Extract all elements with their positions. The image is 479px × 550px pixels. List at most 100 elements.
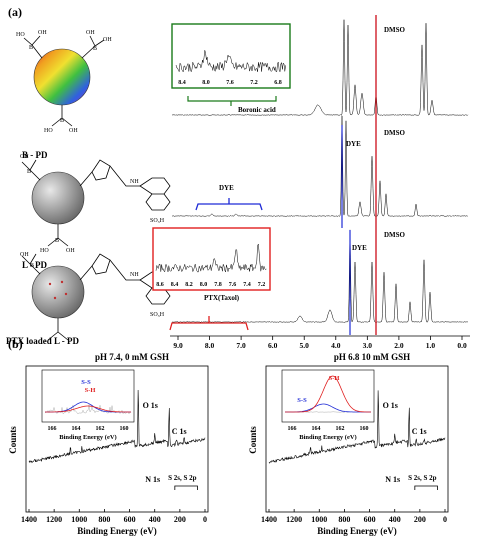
atom-b: B xyxy=(29,45,33,51)
atom-b: B xyxy=(55,238,59,244)
x-tick-label: 1200 xyxy=(46,515,62,524)
ppm-tick-label: 0.0 xyxy=(457,341,467,350)
o1s-label: O 1s xyxy=(383,401,398,410)
inset-tick-label: 160 xyxy=(360,426,369,432)
atom-so3h: SO₃H xyxy=(150,312,165,318)
c1s-label: C 1s xyxy=(172,427,187,436)
atom-oh: OH xyxy=(66,248,75,254)
s-bracket xyxy=(414,485,438,490)
ppm-tick-label: 1.0 xyxy=(426,341,436,350)
inset-x-label: Binding Energy (eV) xyxy=(299,434,356,441)
ppm-tick-group: 9.0 8.0 7.0 6.0 5.0 4.0 3.0 2.0 1.0 0.0 xyxy=(173,336,467,350)
ptx-bracket xyxy=(169,316,249,331)
atom-oh: OH xyxy=(20,252,29,258)
s-label: S 2s, S 2p xyxy=(168,474,197,482)
atom-nh: NH xyxy=(130,272,139,278)
boronic-inset-trace xyxy=(175,50,286,73)
x-tick-label: 1400 xyxy=(21,515,37,524)
atom-ho: HO xyxy=(16,32,25,38)
x-tick-label: 800 xyxy=(98,515,110,524)
inset-tick-label: 8.4 xyxy=(171,282,179,288)
structure-label: PTX loaded L - PD xyxy=(6,336,80,346)
atom-b: B xyxy=(93,46,97,52)
nmr-trace xyxy=(172,229,469,323)
x-tick-label: 1200 xyxy=(286,515,302,524)
inset-tick-label: 7.6 xyxy=(226,80,234,86)
ppm-tick-label: 2.0 xyxy=(394,341,404,350)
inset-tick-label: 162 xyxy=(96,426,105,432)
inset-tick-label: 160 xyxy=(120,426,129,432)
x-axis-label: Binding Energy (eV) xyxy=(317,526,397,536)
x-tick-label: 200 xyxy=(414,515,426,524)
ppm-tick-label: 3.0 xyxy=(363,341,373,350)
nmr-traces xyxy=(171,19,469,323)
y-axis-label: Counts xyxy=(248,426,258,454)
ppm-tick-label: 5.0 xyxy=(300,341,310,350)
inset-tick-label: 7.2 xyxy=(258,282,266,288)
boronic-inset-box xyxy=(171,23,291,89)
x-tick-label: 0 xyxy=(203,515,207,524)
inset-x-label: Binding Energy (eV) xyxy=(59,434,116,441)
xps-chart-left: pH 7.4, 0 mM GSH 1400 1200 1000 800 600 400 20… xyxy=(8,352,209,536)
nmr-trace xyxy=(171,115,469,217)
xps-chart-right: pH 6.8 10 mM GSH 1400 1200 1000 800 600 400 20… xyxy=(248,352,449,536)
ptx-inset-box xyxy=(152,227,271,291)
xps-spectrum xyxy=(268,390,446,464)
atom-b: B xyxy=(30,263,34,269)
rainbow-particle-icon xyxy=(33,48,91,106)
ptx-label: PTX(Taxol) xyxy=(204,294,240,302)
inset-tick-label: 7.2 xyxy=(250,80,258,86)
inset-tick-label: 6.8 xyxy=(274,80,282,86)
dye-label: DYE xyxy=(219,184,234,192)
dmso-label: DMSO xyxy=(384,231,406,239)
ppm-tick-label: 7.0 xyxy=(236,341,246,350)
inset-tick-label: 7.6 xyxy=(229,282,237,288)
inset-tick-label: 8.6 xyxy=(156,282,164,288)
structure-b-pd: B HO OH B OH OH B HO OH B - PD xyxy=(16,30,112,160)
x-tick-label: 600 xyxy=(364,515,376,524)
xps-spectrum xyxy=(28,389,206,464)
s-label: S 2s, S 2p xyxy=(408,474,437,482)
dmso-label: DMSO xyxy=(384,129,406,137)
panel-a-label: (a) xyxy=(8,5,22,19)
structure-label: L - PD xyxy=(22,260,48,270)
inset-tick-label: 164 xyxy=(312,426,321,432)
atom-oh: OH xyxy=(38,30,47,36)
nmr-spectra: DMSO DMSO DMSO DYE DYE 8.4 8.0 7.6 7.2 6.8 B… xyxy=(152,15,470,350)
x-tick-label: 1400 xyxy=(261,515,277,524)
x-tick-label: 0 xyxy=(443,515,447,524)
dye-label: DYE xyxy=(352,244,367,252)
nmr-trace xyxy=(172,19,469,116)
atom-ho: HO xyxy=(40,248,49,254)
x-tick-label: 800 xyxy=(338,515,350,524)
inset-tick-label: 166 xyxy=(48,426,57,432)
plot-frame xyxy=(265,365,449,513)
n1s-label: N 1s xyxy=(145,475,160,484)
x-tick-label: 400 xyxy=(149,515,161,524)
boronic-bracket xyxy=(187,96,277,106)
inset-tick-label: 162 xyxy=(336,426,345,432)
inset-tick-label: 7.4 xyxy=(243,282,251,288)
atom-so3h: SO₃H xyxy=(150,218,165,224)
inset-tick-label: 166 xyxy=(288,426,297,432)
inset-tick-label: 7.8 xyxy=(214,282,222,288)
inset-tick-label: 164 xyxy=(72,426,81,432)
atom-b: B xyxy=(27,169,31,175)
inset-tick-label: 8.0 xyxy=(200,282,208,288)
x-axis-label: Binding Energy (eV) xyxy=(77,526,157,536)
inset-frame xyxy=(281,369,375,423)
sh-fit-curve xyxy=(285,375,371,413)
inset-tick-label: 8.2 xyxy=(185,282,193,288)
ss-label: S-S xyxy=(81,379,91,386)
atom-b: B xyxy=(60,118,64,124)
atom-oh: OH xyxy=(103,37,112,43)
ss-label: S-S xyxy=(297,397,307,404)
o1s-label: O 1s xyxy=(143,401,158,410)
x-tick-label: 600 xyxy=(124,515,136,524)
c1s-label: C 1s xyxy=(412,427,427,436)
atom-oh: OH xyxy=(69,128,78,134)
boronic-label: Boronic acid xyxy=(238,106,276,114)
x-tick-label: 1000 xyxy=(71,515,87,524)
y-axis-label: Counts xyxy=(8,426,18,454)
panel-b-label: (b) xyxy=(8,337,23,351)
